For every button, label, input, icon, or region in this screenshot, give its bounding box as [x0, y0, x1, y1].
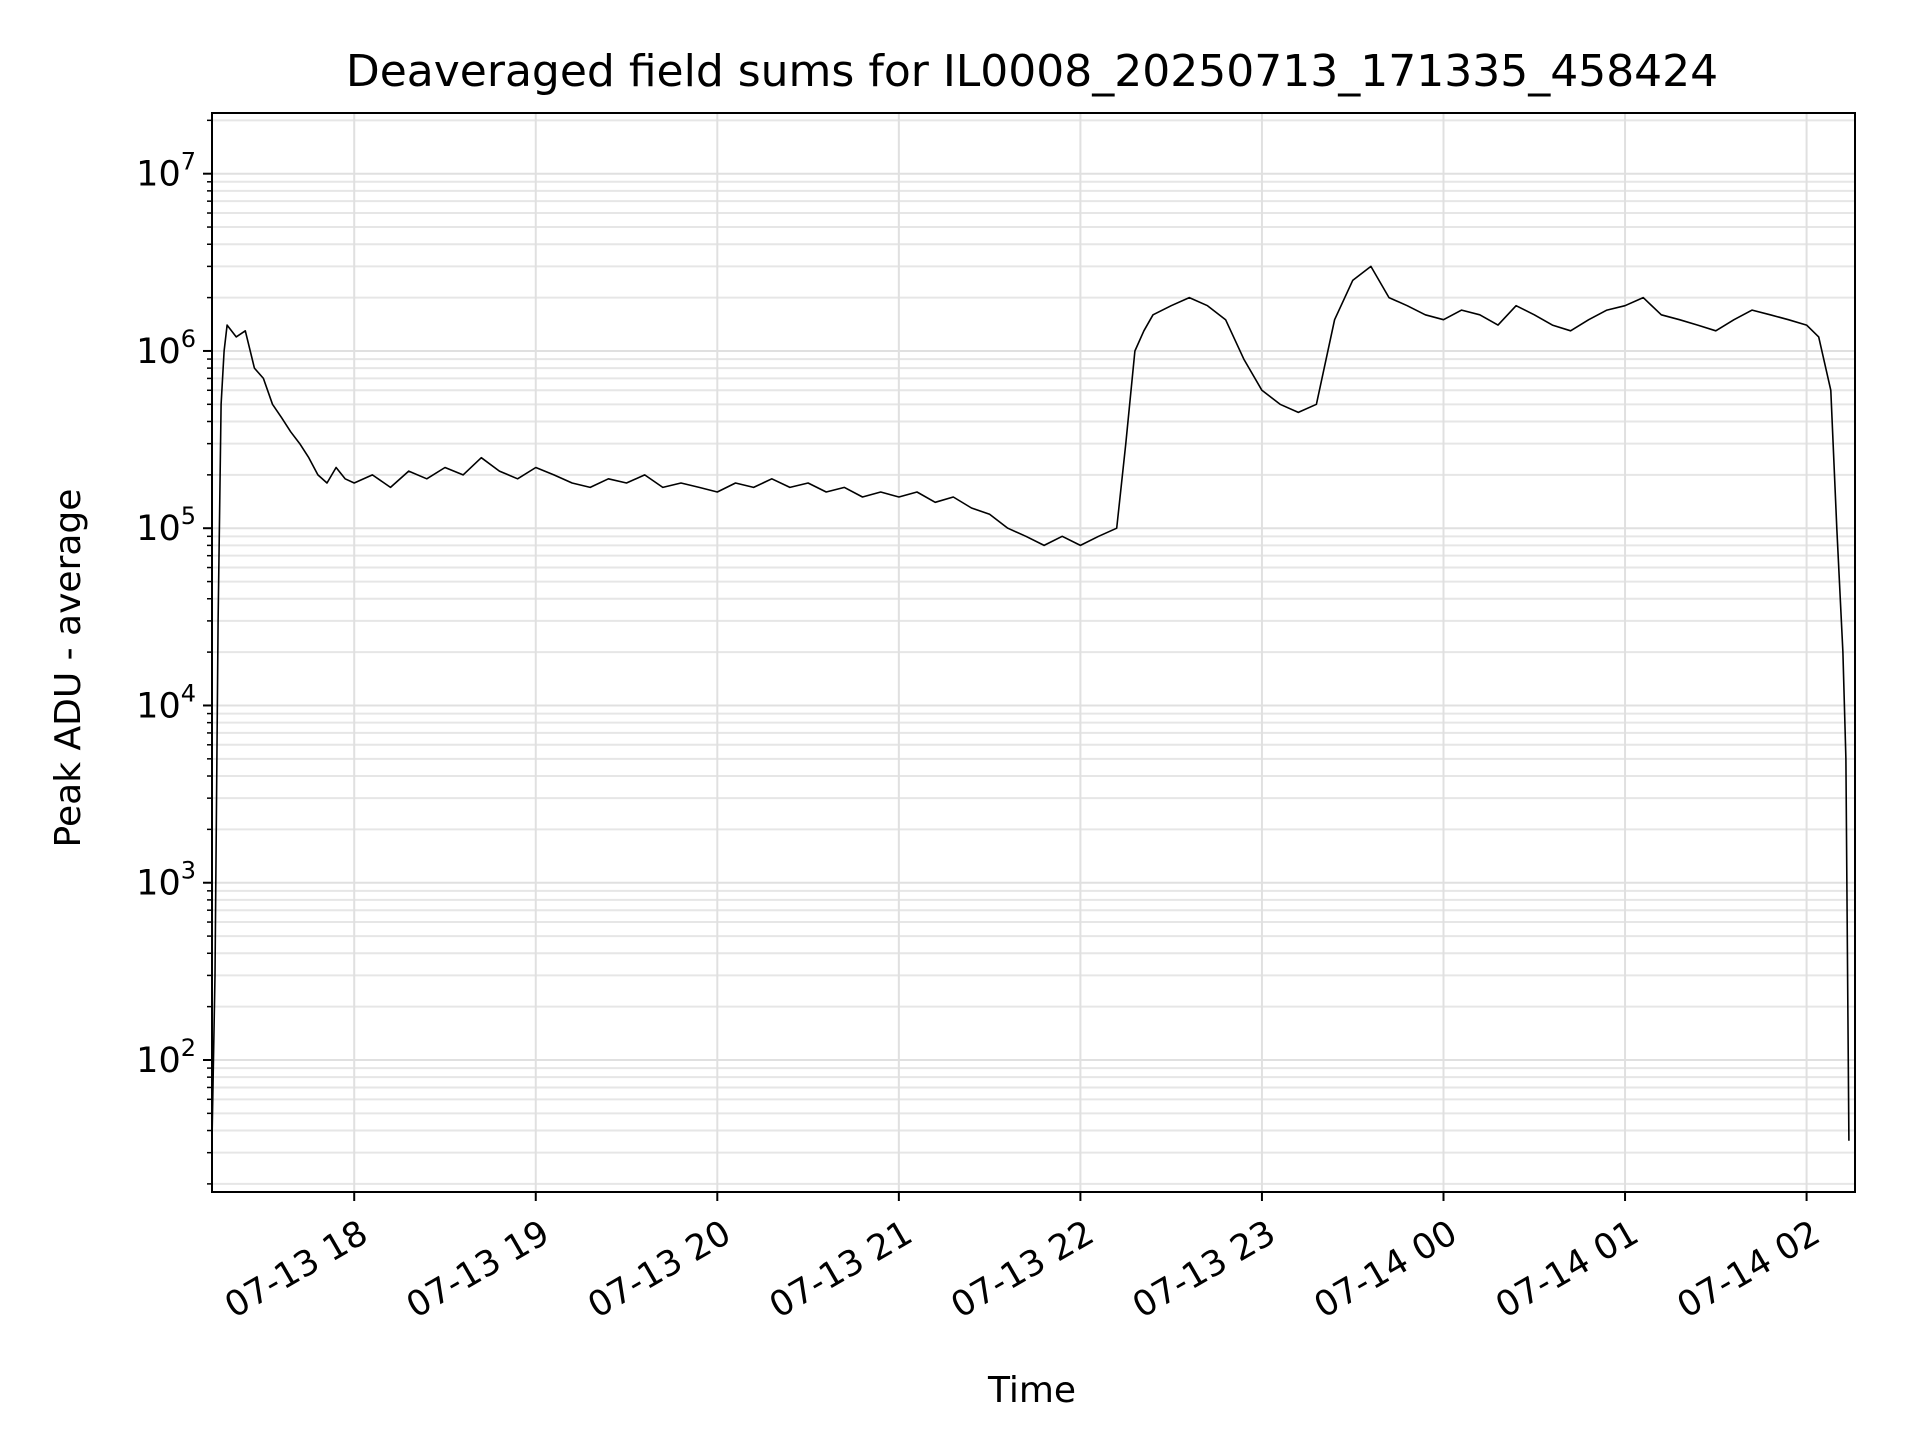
series-layer [211, 265, 1850, 1141]
y-tick-label: 107 [136, 148, 196, 195]
y-tick-base: 10 [136, 1041, 181, 1081]
x-axis-label: Time [987, 1370, 1076, 1411]
y-tick-base: 10 [136, 155, 181, 195]
y-tick-label: 106 [136, 325, 196, 372]
y-tick-base: 10 [136, 332, 181, 372]
y-tick-label: 103 [136, 857, 196, 904]
y-tick-base: 10 [136, 686, 181, 726]
y-tick-base: 10 [136, 509, 181, 549]
y-tick-label: 105 [136, 502, 196, 549]
y-tick-exponent: 6 [181, 325, 196, 353]
grid [212, 113, 1855, 1192]
y-tick-label: 102 [136, 1034, 196, 1081]
y-tick-exponent: 3 [181, 857, 196, 885]
y-axis-label: Peak ADU - average [48, 489, 89, 848]
y-tick-base: 10 [136, 864, 181, 904]
y-tick-exponent: 5 [181, 502, 196, 530]
y-tick-exponent: 2 [181, 1034, 196, 1062]
y-tick-exponent: 7 [181, 148, 196, 176]
chart-title: Deaveraged field sums for IL0008_2025071… [346, 46, 1718, 97]
y-tick-label: 104 [136, 679, 196, 726]
y-tick-exponent: 4 [181, 679, 196, 707]
series-line [211, 265, 1850, 1141]
